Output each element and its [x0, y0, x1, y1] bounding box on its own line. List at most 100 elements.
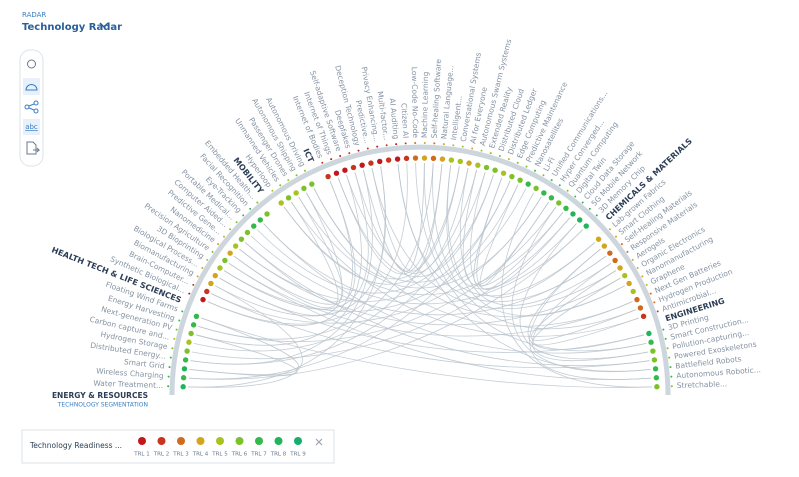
trl-dot[interactable] [637, 305, 644, 311]
trl-dot[interactable] [517, 177, 523, 183]
trl-dot[interactable] [180, 375, 187, 381]
link [189, 317, 299, 376]
trl-dot[interactable] [182, 357, 189, 363]
trl-dot[interactable] [244, 229, 251, 236]
trl-dot[interactable] [301, 185, 307, 192]
trl-dot[interactable] [654, 384, 660, 390]
trl-dot[interactable] [278, 200, 284, 206]
trl-dot[interactable] [475, 162, 481, 168]
trl-dot[interactable] [368, 160, 374, 166]
trl-dot[interactable] [439, 156, 446, 162]
link [527, 248, 645, 350]
technology-label[interactable]: Citizen AI [399, 103, 410, 139]
trl-dot[interactable] [457, 158, 463, 165]
technology-label[interactable]: Stretchable... [677, 379, 728, 390]
trl-dot[interactable] [232, 243, 239, 249]
trl-dot[interactable] [652, 366, 659, 372]
trl-dot[interactable] [607, 250, 613, 256]
tick-dot [395, 143, 398, 146]
trl-dot[interactable] [541, 190, 547, 196]
trl-dot[interactable] [548, 195, 555, 201]
trl-dot[interactable] [264, 211, 270, 217]
trl-dot[interactable] [403, 155, 410, 162]
trl-dot[interactable] [563, 205, 569, 212]
export-button[interactable] [26, 141, 41, 155]
trl-dot[interactable] [180, 384, 186, 390]
link [371, 167, 617, 310]
segment-label[interactable]: ENERGY & RESOURCES [52, 391, 148, 400]
network-button[interactable] [24, 100, 39, 114]
trl-dot[interactable] [492, 167, 498, 173]
trl-dot[interactable] [626, 280, 632, 287]
trl-dot[interactable] [333, 170, 340, 176]
trl-dot[interactable] [650, 348, 656, 354]
trl-dot[interactable] [466, 160, 472, 166]
trl-dot[interactable] [385, 157, 392, 163]
trl-dot[interactable] [204, 288, 210, 295]
technology-label[interactable]: Machine Learning [420, 71, 430, 138]
trl-dot[interactable] [394, 156, 401, 162]
trl-dot[interactable] [309, 181, 315, 187]
trl-dot[interactable] [227, 250, 233, 256]
technology-label[interactable]: Low-Code No-Code [410, 67, 420, 139]
trl-dot[interactable] [612, 257, 618, 264]
trl-dot[interactable] [448, 157, 455, 163]
trl-dot[interactable] [342, 167, 348, 173]
trl-dot[interactable] [238, 236, 245, 242]
trl-dot[interactable] [412, 155, 419, 161]
page-title[interactable]: Technology Radar [22, 22, 122, 33]
trl-dot[interactable] [653, 375, 660, 381]
trl-dot[interactable] [577, 217, 583, 223]
trl-dot[interactable] [556, 200, 562, 206]
trl-dot[interactable] [217, 265, 223, 271]
trl-dot[interactable] [359, 162, 365, 168]
technology-label[interactable]: Water Treatment... [93, 379, 163, 390]
trl-dot[interactable] [617, 265, 623, 271]
tick-dot [550, 179, 553, 182]
trl-dot[interactable] [570, 211, 576, 217]
trl-dot[interactable] [212, 272, 218, 279]
trl-dot[interactable] [533, 185, 539, 192]
trl-dot[interactable] [188, 330, 194, 337]
technology-label[interactable]: Smart Grid [124, 357, 166, 370]
trl-dot[interactable] [648, 339, 654, 345]
trl-dot[interactable] [583, 223, 589, 229]
trl-dot[interactable] [646, 330, 652, 337]
trl-dot[interactable] [257, 217, 263, 223]
trl-dot[interactable] [285, 195, 292, 201]
trl-dot[interactable] [483, 164, 490, 171]
trl-dot[interactable] [208, 280, 214, 287]
settings-button[interactable] [27, 59, 36, 69]
trl-dot[interactable] [193, 313, 200, 320]
trl-dot[interactable] [651, 357, 658, 363]
trl-dot[interactable] [630, 288, 636, 295]
radar: Water Treatment...Wireless ChargingSmart… [50, 38, 761, 408]
dropdown-icon[interactable] [99, 22, 109, 29]
trl-dot[interactable] [186, 339, 192, 345]
trl-dot[interactable] [184, 348, 190, 354]
labels-button[interactable] [23, 119, 40, 135]
trl-dot[interactable] [509, 173, 515, 180]
trl-dot[interactable] [325, 173, 331, 180]
trl-dot[interactable] [200, 296, 206, 303]
trl-dot[interactable] [500, 170, 507, 176]
trl-dot[interactable] [190, 322, 197, 328]
radar-view-button[interactable] [23, 78, 40, 95]
trl-dot[interactable] [377, 158, 383, 165]
trl-dot[interactable] [640, 313, 647, 320]
trl-dot[interactable] [251, 223, 257, 229]
trl-dot[interactable] [622, 272, 628, 279]
trl-dot[interactable] [350, 164, 357, 171]
trl-dot[interactable] [595, 236, 602, 242]
trl-dot[interactable] [430, 155, 437, 162]
trl-dot[interactable] [421, 155, 428, 161]
technology-label[interactable]: AI Auditing [388, 98, 401, 140]
trl-dot[interactable] [222, 257, 228, 264]
trl-dot[interactable] [181, 366, 188, 372]
trl-dot[interactable] [293, 190, 299, 196]
trl-dot[interactable] [525, 181, 531, 187]
trl-dot[interactable] [634, 296, 640, 303]
legend-label: TRL 5 [211, 452, 228, 458]
trl-dot[interactable] [601, 243, 608, 249]
legend-close[interactable] [315, 438, 323, 446]
